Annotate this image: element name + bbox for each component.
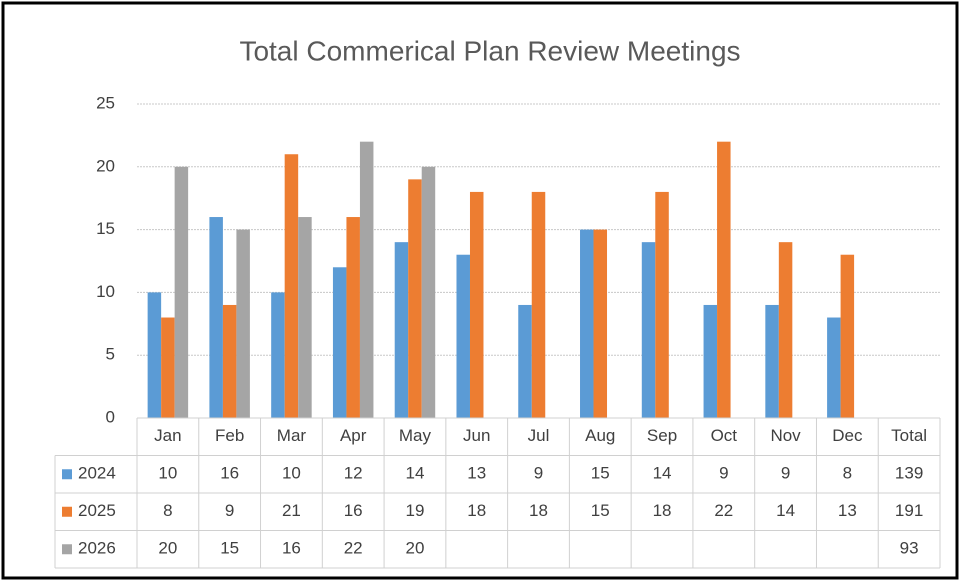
bar [421, 166, 436, 418]
bar [359, 141, 374, 418]
table-cell: 19 [406, 501, 425, 520]
bar [298, 217, 312, 418]
x-tick-label: Apr [340, 426, 367, 445]
table-cell: 16 [220, 464, 239, 483]
table-cell: 9 [534, 464, 543, 483]
legend-key [62, 469, 72, 480]
bar [147, 292, 162, 418]
table-cell: 8 [843, 464, 852, 483]
table-total: 139 [895, 464, 923, 483]
table-cell: 9 [719, 464, 728, 483]
legend-key [62, 506, 72, 517]
table-cell: 13 [467, 464, 486, 483]
bar [222, 304, 237, 418]
bar [394, 242, 409, 418]
x-tick-label: Dec [832, 426, 863, 445]
table-cell: 21 [282, 501, 301, 520]
bar [209, 217, 223, 418]
bar [655, 191, 669, 418]
table-cell: 20 [158, 539, 177, 558]
x-tick-label: Jun [463, 426, 490, 445]
y-tick-label: 25 [96, 93, 115, 112]
bar [827, 317, 841, 418]
x-tick-label: Aug [585, 426, 615, 445]
table-cell: 14 [653, 464, 672, 483]
y-tick-label: 5 [106, 345, 115, 364]
table-total: 93 [900, 539, 919, 558]
table-cell: 13 [838, 501, 857, 520]
table-cell: 10 [282, 464, 301, 483]
x-tick-label: Nov [770, 426, 801, 445]
bar [840, 254, 855, 418]
table-cell: 20 [406, 539, 425, 558]
table-total: 191 [895, 501, 923, 520]
bar [518, 304, 532, 418]
x-tick-label: Oct [711, 426, 738, 445]
bar [346, 217, 360, 418]
x-tick-label: May [399, 426, 432, 445]
table-cell: 18 [653, 501, 672, 520]
bar [703, 304, 718, 418]
table-cell: 10 [158, 464, 177, 483]
chart-title: Total Commerical Plan Review Meetings [239, 35, 740, 66]
legend-label: 2025 [78, 501, 116, 520]
table-cell: 16 [344, 501, 363, 520]
bar [271, 292, 285, 418]
legend-label: 2024 [78, 464, 116, 483]
x-tick-label: Mar [277, 426, 307, 445]
bar [284, 154, 299, 419]
x-tick-label: Total [891, 426, 927, 445]
legend-label: 2026 [78, 539, 116, 558]
legend-key [62, 544, 72, 555]
x-tick-label: Jul [528, 426, 550, 445]
bar [161, 317, 175, 418]
table-cell: 9 [225, 501, 234, 520]
bar [593, 229, 608, 418]
table-cell: 16 [282, 539, 301, 558]
table-cell: 15 [220, 539, 239, 558]
bar [174, 166, 189, 418]
bar [456, 254, 470, 418]
x-tick-label: Feb [215, 426, 244, 445]
table-cell: 22 [344, 539, 363, 558]
table-cell: 9 [781, 464, 790, 483]
table-cell: 8 [163, 501, 172, 520]
table-cell: 22 [714, 501, 733, 520]
x-tick-label: Jan [154, 426, 181, 445]
bar [778, 242, 793, 418]
bar [236, 229, 250, 418]
y-tick-label: 20 [96, 156, 115, 175]
table-cell: 14 [406, 464, 425, 483]
y-tick-label: 15 [96, 219, 115, 238]
y-tick-label: 10 [96, 282, 115, 301]
table-cell: 15 [591, 464, 610, 483]
bar [765, 304, 779, 418]
bar [531, 191, 546, 418]
table-cell: 18 [529, 501, 548, 520]
bar [717, 141, 731, 418]
bar [641, 242, 656, 418]
table-cell: 15 [591, 501, 610, 520]
table-cell: 18 [467, 501, 486, 520]
x-tick-label: Sep [647, 426, 677, 445]
bar [580, 229, 594, 418]
table-cell: 14 [776, 501, 795, 520]
bar [332, 267, 347, 418]
bar [408, 179, 422, 418]
bar [469, 191, 484, 418]
y-tick-label: 0 [106, 407, 115, 426]
table-cell: 12 [344, 464, 363, 483]
